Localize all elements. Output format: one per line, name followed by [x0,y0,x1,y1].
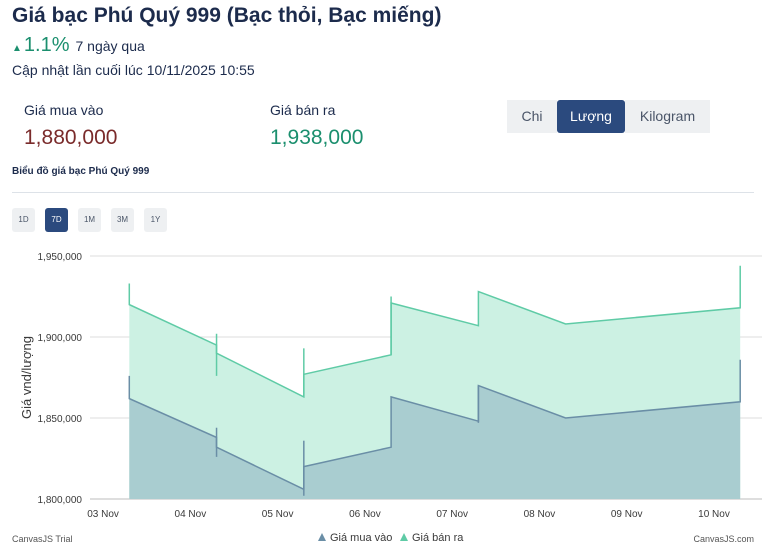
range-1m-button[interactable]: 1M [78,208,101,232]
range-buttons: 1D 7D 1M 3M 1Y [12,208,167,232]
x-tick-label: 08 Nov [524,509,556,520]
unit-tab-chi[interactable]: Chi [507,100,557,133]
x-tick-label: 03 Nov [87,509,119,520]
page-title: Giá bạc Phú Quý 999 (Bạc thỏi, Bạc miếng… [12,4,442,27]
x-tick-label: 09 Nov [611,509,643,520]
range-7d-button[interactable]: 7D [45,208,68,232]
sell-price-block: Giá bán ra 1,938,000 [270,102,363,150]
price-chart: 1,800,000 1,850,000 1,900,000 1,950,000 Giá … [12,252,762,544]
chart-caption: Biểu đồ giá bạc Phú Quý 999 [12,166,150,177]
x-tick-label: 06 Nov [349,509,381,520]
range-1y-button[interactable]: 1Y [144,208,167,232]
change-period: 7 ngày qua [75,38,145,54]
sell-price-label: Giá bán ra [270,102,336,118]
updated-label: Cập nhật lần cuối lúc [12,62,143,78]
y-tick-label: 1,900,000 [38,333,83,344]
y-axis-title: Giá vnd/lượng [19,336,34,419]
legend-marker-buy [318,533,326,541]
range-1d-button[interactable]: 1D [12,208,35,232]
change-percent: 1.1% [23,34,70,56]
unit-toggle: Chi Lượng Kilogram [507,100,710,133]
y-tick-label: 1,800,000 [38,495,83,506]
last-updated: Cập nhật lần cuối lúc 10/11/2025 10:55 [12,62,255,78]
updated-time: 10/11/2025 10:55 [146,62,255,78]
legend-marker-sell [400,533,408,541]
series-area-buy [129,359,741,499]
divider [12,192,754,193]
y-tick-label: 1,850,000 [38,414,83,425]
x-tick-label: 05 Nov [262,509,294,520]
credit-right: CanvasJS.com [693,534,754,544]
unit-tab-kilogram[interactable]: Kilogram [625,100,710,133]
buy-price-value: 1,880,000 [24,126,118,149]
legend-label-buy: Giá mua vào [330,532,392,544]
x-tick-label: 04 Nov [175,509,207,520]
unit-tab-luong[interactable]: Lượng [557,100,625,133]
price-change: ▲ 1.1% 7 ngày qua [12,34,145,57]
sell-price-value: 1,938,000 [270,126,364,149]
up-arrow-icon: ▲ [12,43,22,54]
y-tick-label: 1,950,000 [38,252,83,263]
credit-left: CanvasJS Trial [12,534,73,544]
buy-price-block: Giá mua vào 1,880,000 [24,102,117,150]
x-tick-label: 07 Nov [436,509,468,520]
range-3m-button[interactable]: 3M [111,208,134,232]
legend-label-sell: Giá bán ra [412,532,464,544]
x-tick-label: 10 Nov [698,509,730,520]
buy-price-label: Giá mua vào [24,102,104,118]
